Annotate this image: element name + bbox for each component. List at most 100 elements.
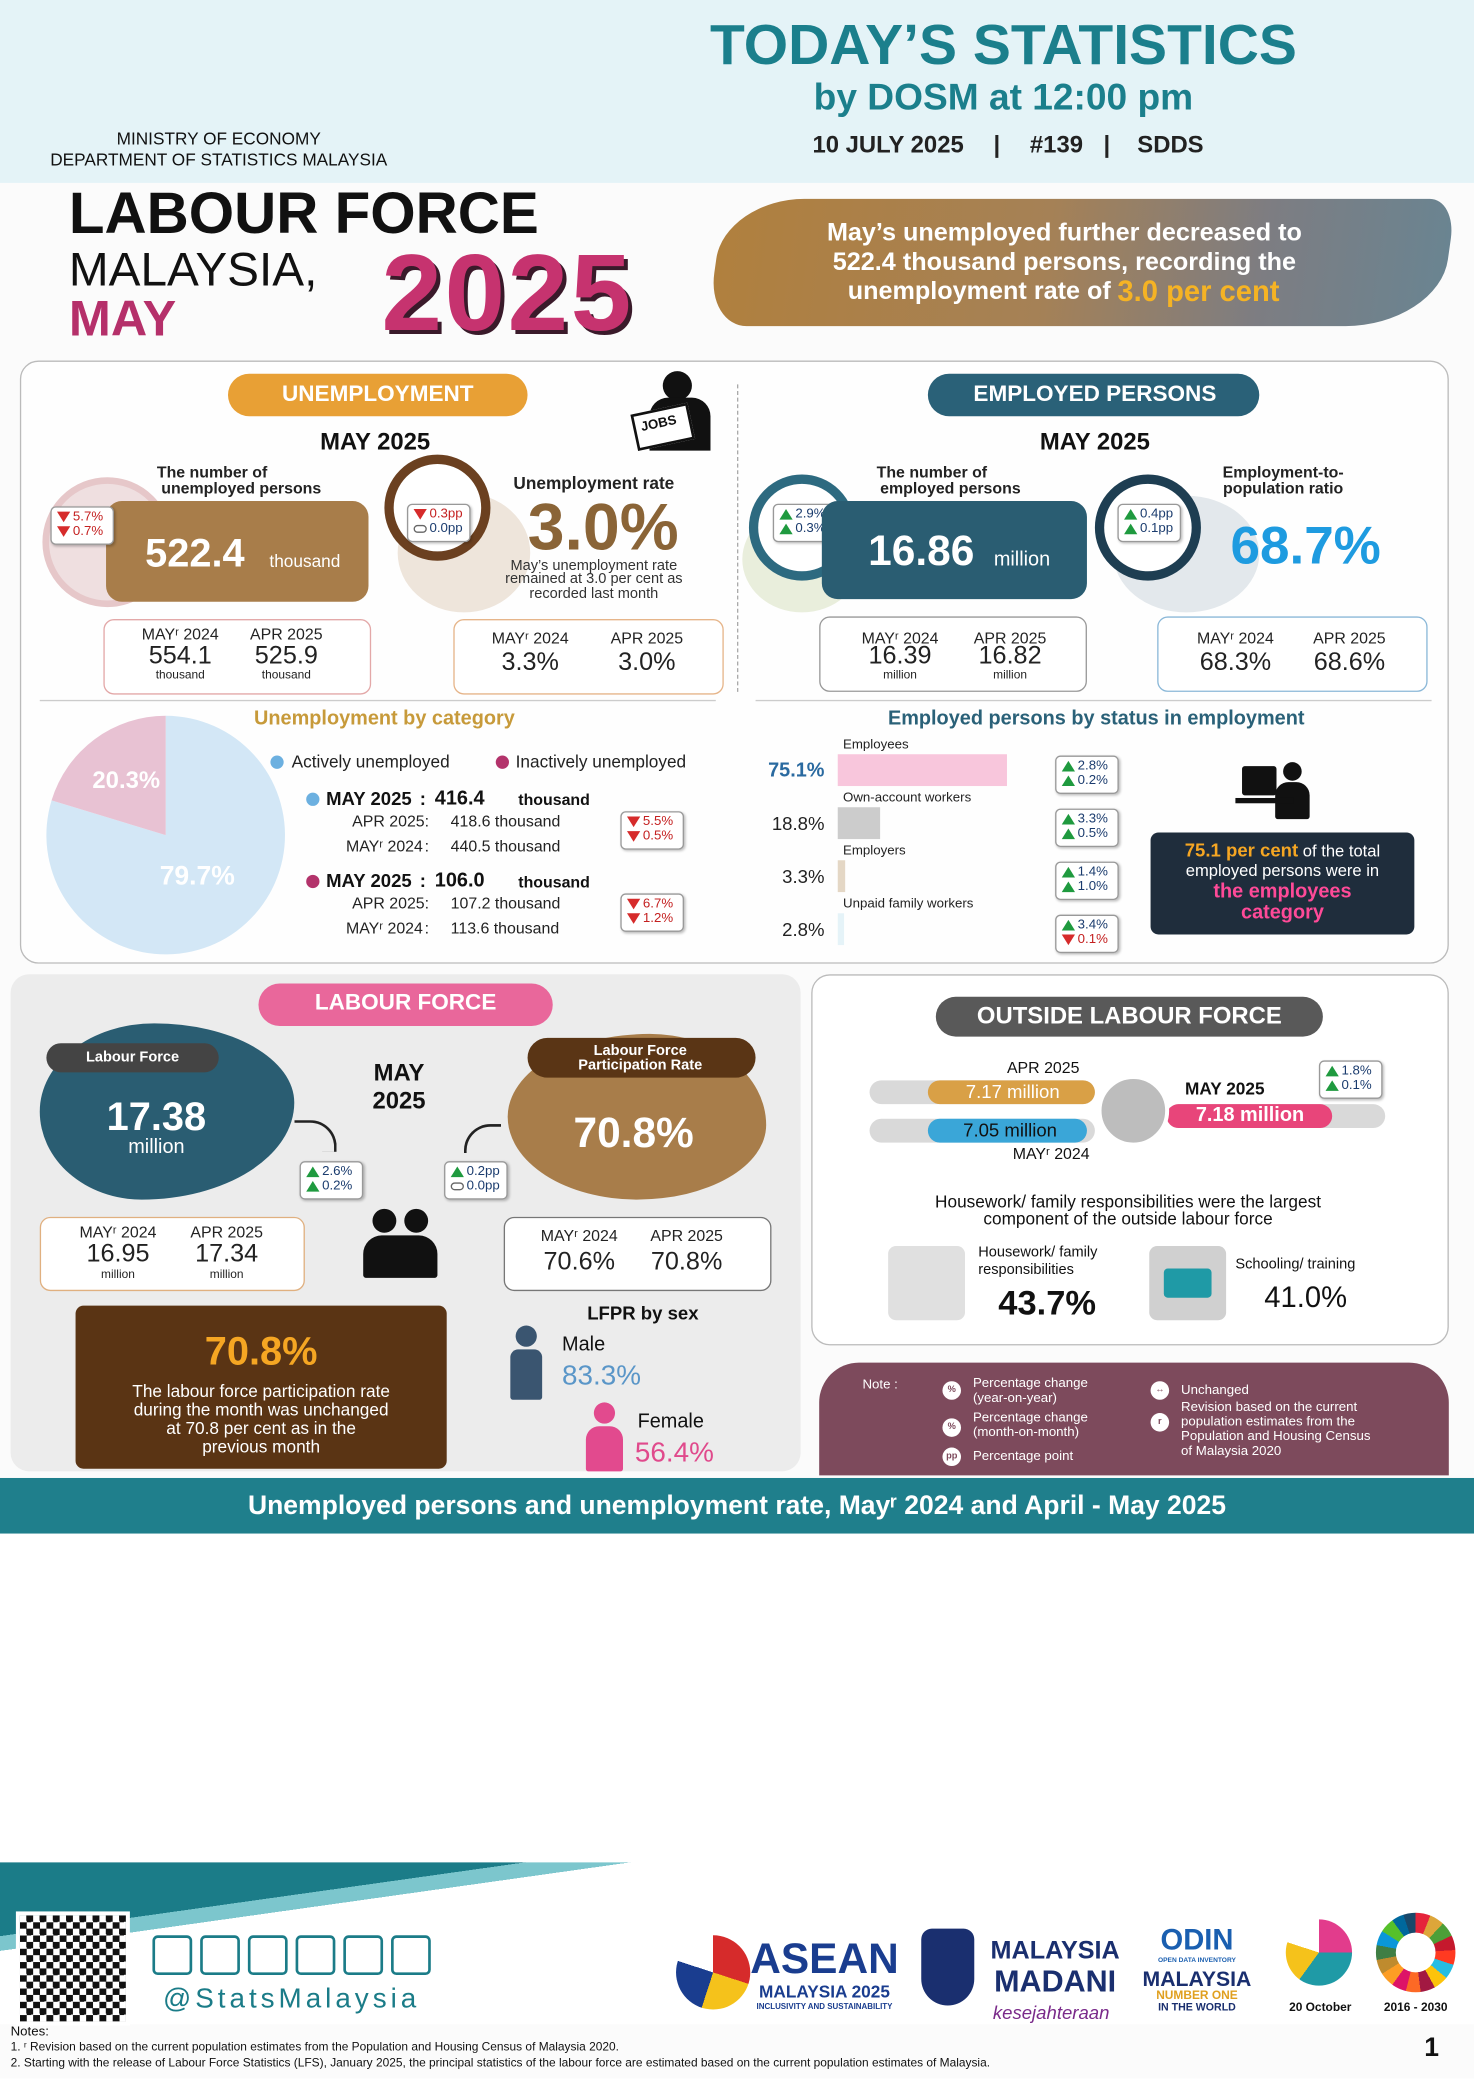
current-value: 7.18 million <box>1195 1103 1305 1127</box>
legend-dot <box>270 755 284 769</box>
qr-code <box>15 1911 130 2026</box>
arrow-up <box>1124 523 1138 535</box>
icon-box <box>888 1246 965 1321</box>
desk-monitor <box>1242 766 1277 796</box>
lines: at 70.8 per cent as in the <box>166 1418 356 1439</box>
sep: : <box>424 893 430 913</box>
worker-head <box>404 1208 429 1233</box>
unit: thousand <box>269 551 341 572</box>
symbol: pp <box>946 1451 958 1461</box>
period: APR 2025 <box>650 1226 723 1246</box>
headline-lines: unemployment rate of <box>847 277 1111 306</box>
mom: 0.5% <box>642 829 674 844</box>
value: 106.0 <box>434 869 485 892</box>
unit: million <box>883 668 917 682</box>
note-icon <box>1150 1381 1170 1400</box>
separator: | <box>993 131 1001 158</box>
symbol: ↔ <box>1155 1385 1165 1395</box>
value: 554.1 <box>148 642 212 671</box>
section-pill <box>227 373 528 417</box>
value-labels: 3.3% <box>782 865 825 888</box>
arrow-up <box>306 1166 320 1178</box>
mom: 0.2% <box>1077 773 1108 789</box>
label: OUTSIDE LABOUR FORCE <box>976 1002 1282 1029</box>
period: APR 2025 <box>352 811 425 831</box>
label-lines: Housework/ family <box>978 1244 1098 1261</box>
current-period: MAY 2025 <box>1185 1078 1265 1099</box>
header-band <box>0 0 1474 183</box>
summary-lines: component of the outside labour force <box>983 1208 1273 1229</box>
arrow-down <box>56 526 71 537</box>
social-icon <box>247 1935 288 1976</box>
note-icon <box>1150 1413 1170 1432</box>
jobs-icon-head <box>662 371 692 401</box>
symbol: % <box>947 1422 956 1432</box>
label-lines: Schooling/ training <box>1235 1256 1356 1273</box>
lines: Unchanged <box>1181 1383 1249 1398</box>
arrow-up <box>306 1181 320 1192</box>
value-box <box>821 501 1087 600</box>
tag-lines: Labour Force <box>593 1043 687 1060</box>
period: APR 2025 <box>973 628 1047 648</box>
arrow-up <box>1325 1080 1339 1091</box>
sep: : <box>424 836 430 856</box>
mom: 0.2% <box>322 1179 353 1194</box>
value-labels: 2.8% <box>782 919 825 941</box>
label: LABOUR FORCE <box>314 989 497 1015</box>
symbol: r <box>1158 1417 1162 1427</box>
title-lines: Employment-to- <box>1222 463 1344 482</box>
title: Unemployment by category <box>254 707 515 731</box>
sdg: 2016 - 2030 <box>1383 2000 1448 2014</box>
male-value: 83.3% <box>562 1360 641 1392</box>
male-body <box>510 1349 543 1400</box>
lines: previous month <box>202 1436 321 1457</box>
emphasis: the employees <box>1213 880 1352 903</box>
bar <box>927 1118 1087 1143</box>
yoy: 2.6% <box>322 1164 353 1180</box>
yoy: 3.4% <box>1077 917 1108 933</box>
value: 70.8% <box>650 1248 723 1276</box>
page: 1 <box>1424 2033 1439 2063</box>
odin: MALAYSIA <box>1142 1968 1252 1992</box>
title-lines: employed persons <box>880 479 1021 498</box>
value: 3.0% <box>527 489 679 565</box>
unit: thousand <box>155 668 205 682</box>
unit: thousand <box>518 872 590 892</box>
unchanged-icon <box>413 524 427 533</box>
apr-value: 7.17 million <box>965 1080 1060 1102</box>
highlight-box <box>75 1305 447 1469</box>
headline-highlight: 3.0 per cent <box>1117 274 1280 308</box>
desk-top <box>1235 797 1294 804</box>
value: 68.6% <box>1313 648 1386 677</box>
note-lines: remained at 3.0 per cent as <box>505 571 683 588</box>
mom: 0.1% <box>1341 1078 1372 1093</box>
value: 416.4 <box>434 787 485 810</box>
apr-period: APR 2025 <box>1006 1058 1080 1077</box>
lines: of Malaysia 2020 <box>1181 1444 1282 1459</box>
worker-head <box>372 1208 397 1233</box>
lines: (month-on-month) <box>972 1425 1080 1441</box>
lines: employed persons were in <box>1185 861 1380 881</box>
divider <box>737 384 739 692</box>
period: MAY 2025 <box>326 869 412 892</box>
period: MAY 2025 <box>320 428 431 455</box>
arrow-up <box>1061 866 1076 878</box>
value: 522.4 <box>145 532 245 576</box>
unit: million <box>993 548 1051 571</box>
odin: IN THE WORLD <box>1158 2001 1236 2013</box>
title-lines: population ratio <box>1223 479 1344 498</box>
value: 70.8% <box>204 1330 318 1374</box>
unit: million <box>128 1135 185 1159</box>
social-icon <box>200 1935 240 1976</box>
odin: NUMBER ONE <box>1156 1988 1238 2002</box>
period: MAYʳ 2024 <box>491 628 569 648</box>
yoy: 2.9% <box>795 507 826 522</box>
lines: The labour force participation rate <box>132 1381 390 1401</box>
yoy: 5.5% <box>642 814 674 830</box>
mom: 0.0pp <box>466 1179 500 1194</box>
unit: thousand <box>518 790 590 810</box>
period: MAYʳ 2024 <box>345 919 423 938</box>
yoy: 5.7% <box>72 509 104 525</box>
value: 440.5 thousand <box>450 836 561 856</box>
